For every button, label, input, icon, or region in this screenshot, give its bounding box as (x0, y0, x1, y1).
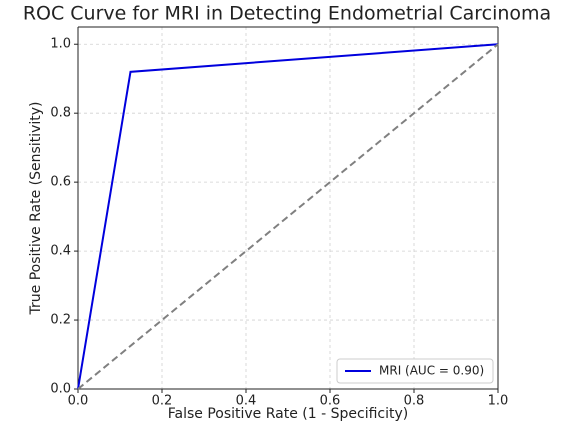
y-tick-label: 0.4 (50, 244, 71, 259)
x-tick-label: 0.2 (152, 394, 173, 409)
reference-line (77, 43, 499, 390)
x-tick-label: 0.4 (236, 394, 257, 409)
x-tick-label: 0.0 (68, 394, 89, 409)
x-axis-label: False Positive Rate (1 - Specificity) (168, 406, 409, 422)
y-tick-label: 0.8 (50, 106, 71, 121)
x-tick-label: 0.6 (320, 394, 341, 409)
x-tick-label: 0.8 (404, 394, 425, 409)
legend-label: MRI (AUC = 0.90) (379, 364, 484, 378)
y-tick-label: 1.0 (50, 37, 71, 52)
x-tick-label: 1.0 (488, 394, 509, 409)
chart-title: ROC Curve for MRI in Detecting Endometri… (23, 3, 551, 25)
legend-box (336, 358, 494, 384)
roc-line (77, 43, 499, 390)
y-tick-label: 0.6 (50, 175, 71, 190)
y-axis-label: True Positive Rate (Sensitivity) (28, 102, 44, 316)
y-tick-label: 0.2 (50, 313, 71, 328)
y-tick-label: 0.0 (50, 382, 71, 397)
